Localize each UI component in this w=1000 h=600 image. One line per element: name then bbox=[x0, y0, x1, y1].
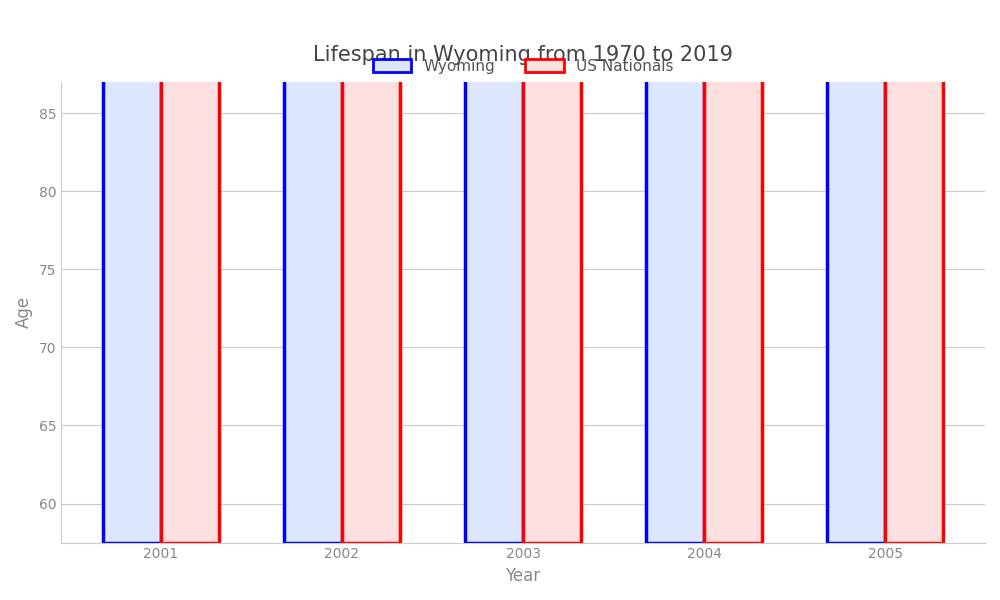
Bar bbox=[161, 0, 219, 542]
Bar bbox=[646, 0, 704, 542]
Bar bbox=[523, 0, 581, 542]
Bar bbox=[284, 0, 342, 542]
Legend: Wyoming, US Nationals: Wyoming, US Nationals bbox=[367, 53, 679, 80]
Bar bbox=[827, 0, 885, 542]
X-axis label: Year: Year bbox=[505, 567, 541, 585]
Bar bbox=[704, 0, 762, 542]
Bar bbox=[465, 0, 523, 542]
Bar bbox=[103, 0, 161, 542]
Title: Lifespan in Wyoming from 1970 to 2019: Lifespan in Wyoming from 1970 to 2019 bbox=[313, 45, 733, 65]
Y-axis label: Age: Age bbox=[15, 296, 33, 328]
Bar bbox=[885, 0, 943, 542]
Bar bbox=[342, 0, 400, 542]
